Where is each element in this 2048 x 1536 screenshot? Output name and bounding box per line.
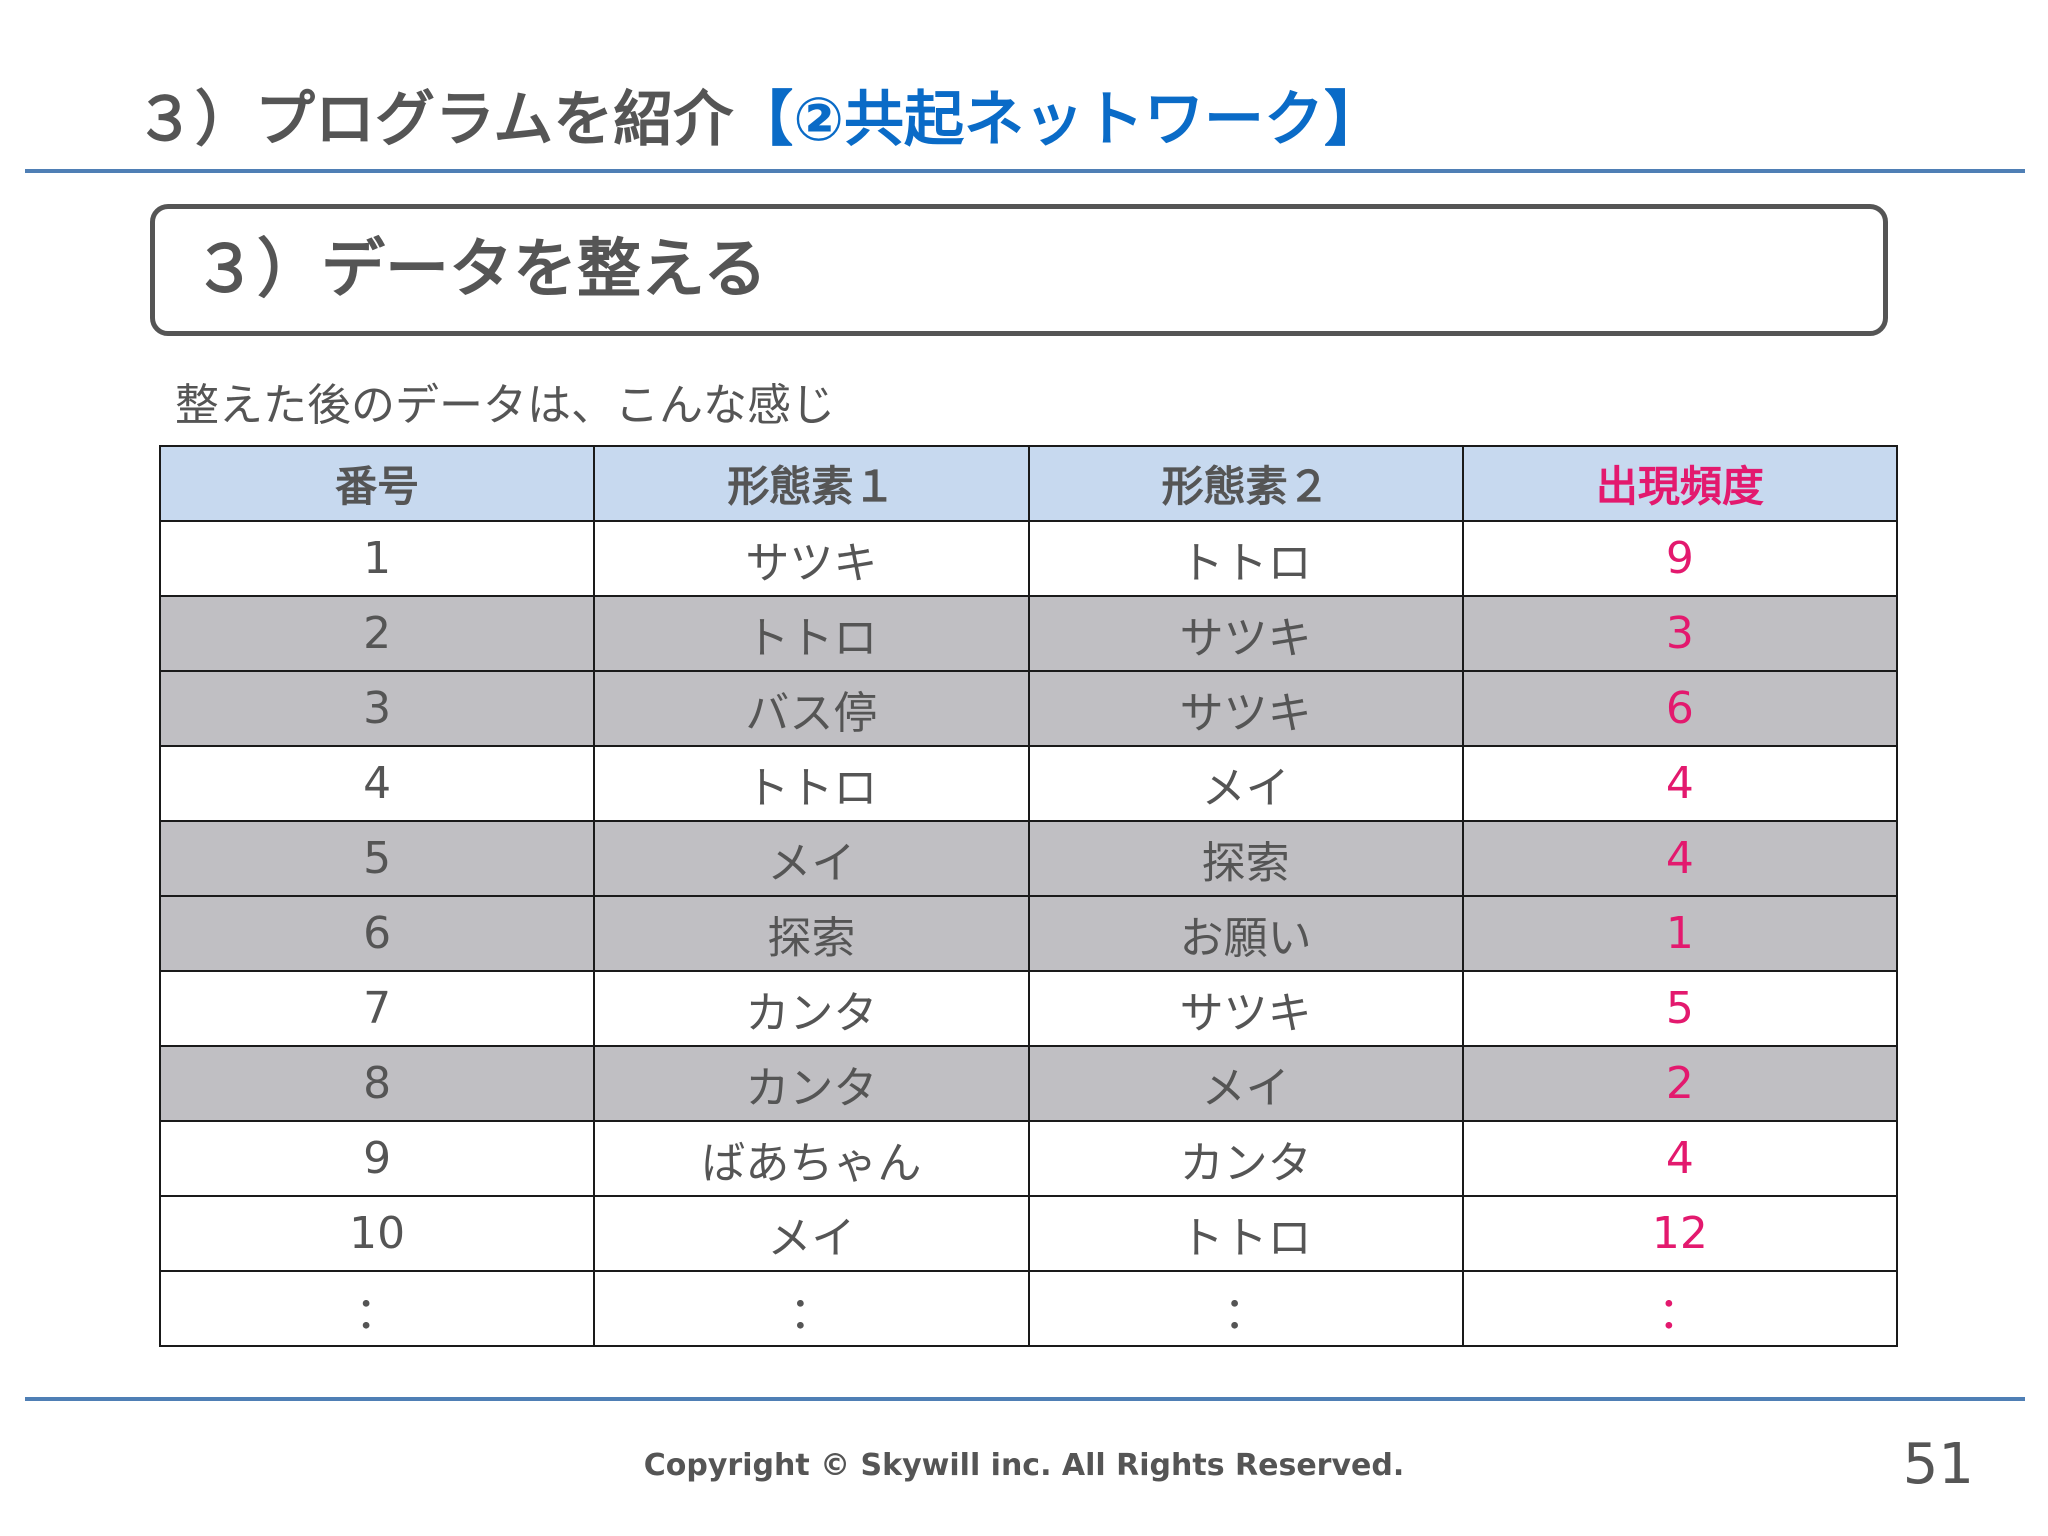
cell-morpheme-2: サツキ [1027, 970, 1464, 1047]
slide-title-main: ３）プログラムを紹介 [135, 85, 734, 155]
cell-morpheme-2: カンタ [1027, 1120, 1464, 1197]
cell-number: 10 [158, 1195, 596, 1272]
cell-morpheme-2: トトロ [1027, 520, 1464, 597]
cell-morpheme-1: メイ [593, 1195, 1030, 1272]
table-row: 9 ばあちゃん カンタ 4 [158, 1120, 1899, 1197]
cell-frequency: 6 [1461, 670, 1899, 747]
cell-morpheme-1: バス停 [593, 670, 1030, 747]
cell-frequency: 3 [1461, 595, 1899, 672]
cell-number: 3 [158, 670, 596, 747]
cell-number: 4 [158, 745, 596, 822]
cell-number: 1 [158, 520, 596, 597]
cell-morpheme-2: メイ [1027, 1045, 1464, 1122]
header-morpheme-2: 形態素２ [1027, 445, 1464, 522]
cell-frequency: 4 [1461, 745, 1899, 822]
cell-number: 9 [158, 1120, 596, 1197]
cell-morpheme-1: 探索 [593, 895, 1030, 972]
cell-morpheme-2: ： [1027, 1270, 1464, 1347]
cell-morpheme-1: ： [593, 1270, 1030, 1347]
cell-number: 7 [158, 970, 596, 1047]
cell-frequency: 4 [1461, 820, 1899, 897]
cell-morpheme-1: トトロ [593, 595, 1030, 672]
copyright-text: Copyright © Skywill inc. All Rights Rese… [643, 1448, 1405, 1483]
cell-morpheme-2: メイ [1027, 745, 1464, 822]
bottom-divider [25, 1397, 2025, 1401]
cell-morpheme-1: ばあちゃん [593, 1120, 1030, 1197]
cell-morpheme-2: サツキ [1027, 670, 1464, 747]
intro-text: 整えた後のデータは、こんな感じ [175, 380, 835, 431]
cell-morpheme-1: メイ [593, 820, 1030, 897]
header-number: 番号 [158, 445, 596, 522]
cell-morpheme-2: サツキ [1027, 595, 1464, 672]
table-row: 10 メイ トトロ 12 [158, 1195, 1899, 1272]
cell-morpheme-2: 探索 [1027, 820, 1464, 897]
table-row: ：：：： [158, 1270, 1899, 1347]
page-number: 51 [1902, 1432, 1974, 1497]
cell-morpheme-1: カンタ [593, 970, 1030, 1047]
table-row: 6 探索 お願い 1 [158, 895, 1899, 972]
cell-morpheme-2: お願い [1027, 895, 1464, 972]
cell-frequency: 5 [1461, 970, 1899, 1047]
cell-frequency: ： [1461, 1270, 1899, 1347]
cell-frequency: 9 [1461, 520, 1899, 597]
cell-frequency: 12 [1461, 1195, 1899, 1272]
cell-morpheme-1: サツキ [593, 520, 1030, 597]
slide-title: ３）プログラムを紹介【②共起ネットワーク】 [135, 72, 1384, 168]
table-row: 7 カンタ サツキ 5 [158, 970, 1899, 1047]
cell-morpheme-1: カンタ [593, 1045, 1030, 1122]
slide-title-accent: 【②共起ネットワーク】 [733, 85, 1385, 155]
cell-frequency: 1 [1461, 895, 1899, 972]
section-heading: ３）データを整える [193, 233, 768, 307]
cell-number: 6 [158, 895, 596, 972]
cell-number: 2 [158, 595, 596, 672]
table-header-row: 番号 形態素１ 形態素２ 出現頻度 [158, 445, 1899, 522]
header-morpheme-1: 形態素１ [593, 445, 1030, 522]
table-row: 5 メイ 探索 4 [158, 820, 1899, 897]
table-row: 1 サツキ トトロ 9 [158, 520, 1899, 597]
cell-number: 5 [158, 820, 596, 897]
cell-morpheme-1: トトロ [593, 745, 1030, 822]
cell-frequency: 2 [1461, 1045, 1899, 1122]
cell-number: 8 [158, 1045, 596, 1122]
table-row: 2 トトロ サツキ 3 [158, 595, 1899, 672]
cell-morpheme-2: トトロ [1027, 1195, 1464, 1272]
header-frequency: 出現頻度 [1461, 445, 1899, 522]
top-divider [25, 169, 2025, 173]
cell-frequency: 4 [1461, 1120, 1899, 1197]
table-row: 8 カンタ メイ 2 [158, 1045, 1899, 1122]
cell-number: ： [158, 1270, 596, 1347]
section-heading-box: ３）データを整える [150, 204, 1888, 336]
table-row: 4 トトロ メイ 4 [158, 745, 1899, 822]
table-row: 3 バス停 サツキ 6 [158, 670, 1899, 747]
cooccurrence-table: 番号 形態素１ 形態素２ 出現頻度 1 サツキ トトロ 9 2 トトロ サツキ 3 3 バス停 サツ… [158, 445, 1899, 1347]
table-body: 1 サツキ トトロ 9 2 トトロ サツキ 3 3 バス停 サツキ 6 4 トトロ メイ 4 5 メイ 探索 4 6 探索… [158, 520, 1899, 1347]
